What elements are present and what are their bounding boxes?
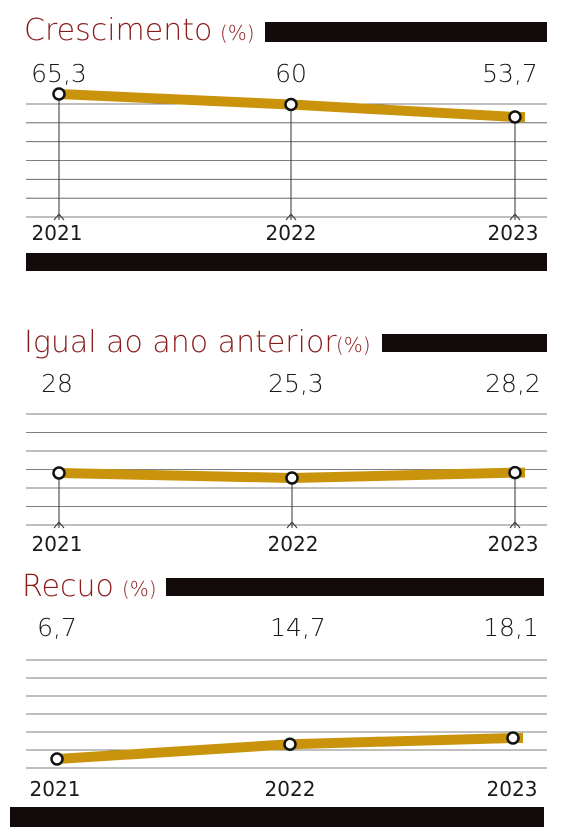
tick-mark — [286, 521, 298, 529]
drop-lines — [53, 472, 521, 529]
value-label: 18,1 — [483, 613, 539, 642]
chart-recuo: Recuo (%) 6,7 14,7 18,1 2021 2022 2023 — [10, 569, 547, 827]
data-point — [283, 737, 297, 752]
data-point — [285, 471, 299, 485]
data-point — [284, 97, 298, 112]
x-tick-label: 2022 — [265, 777, 316, 801]
tick-mark — [53, 521, 65, 529]
data-point — [508, 110, 522, 124]
data-points — [50, 731, 520, 766]
data-point — [506, 731, 520, 745]
gridlines — [26, 659, 547, 769]
value-label: 25,3 — [268, 369, 324, 398]
tick-mark — [509, 521, 521, 529]
data-point — [508, 465, 522, 480]
chart-unit: (%) — [336, 333, 371, 357]
value-label: 53,7 — [482, 59, 538, 88]
value-label: 65,3 — [31, 59, 87, 88]
tick-mark — [53, 213, 65, 221]
value-label: 60 — [275, 59, 307, 88]
drop-lines — [53, 94, 521, 221]
title-bar — [166, 578, 544, 596]
chart-crescimento: Crescimento (%) 65,3 60 53,7 2021 2022 2… — [24, 13, 547, 271]
value-label: 28,2 — [485, 369, 541, 398]
chart-igual: Igual ao ano anterior (%) 28 25,3 28,2 2… — [24, 325, 547, 556]
chart-title: Crescimento — [24, 13, 212, 48]
x-tick-label: 2021 — [30, 777, 81, 801]
gridlines — [26, 103, 547, 218]
chart-title: Igual ao ano anterior — [24, 325, 337, 360]
chart-title: Recuo — [22, 569, 114, 604]
x-tick-label: 2023 — [487, 777, 538, 801]
title-bar — [382, 334, 547, 352]
data-points — [52, 87, 522, 124]
value-label: 28 — [41, 369, 73, 398]
data-point — [50, 752, 64, 766]
x-tick-label: 2023 — [488, 532, 539, 556]
title-bar — [265, 22, 547, 42]
bottom-bar — [26, 253, 547, 271]
x-tick-label: 2023 — [488, 221, 539, 245]
chart-unit: (%) — [122, 577, 157, 601]
chart-unit: (%) — [220, 21, 255, 45]
x-tick-label: 2022 — [266, 221, 317, 245]
bottom-bar — [10, 807, 544, 827]
tick-mark — [285, 213, 297, 221]
data-point — [52, 466, 66, 480]
data-point — [52, 87, 66, 101]
x-tick-label: 2022 — [268, 532, 319, 556]
value-label: 14,7 — [270, 613, 326, 642]
tick-mark — [509, 213, 521, 221]
value-label: 6,7 — [37, 613, 77, 642]
x-tick-label: 2021 — [32, 532, 83, 556]
x-tick-label: 2021 — [32, 221, 83, 245]
data-points — [52, 465, 522, 485]
